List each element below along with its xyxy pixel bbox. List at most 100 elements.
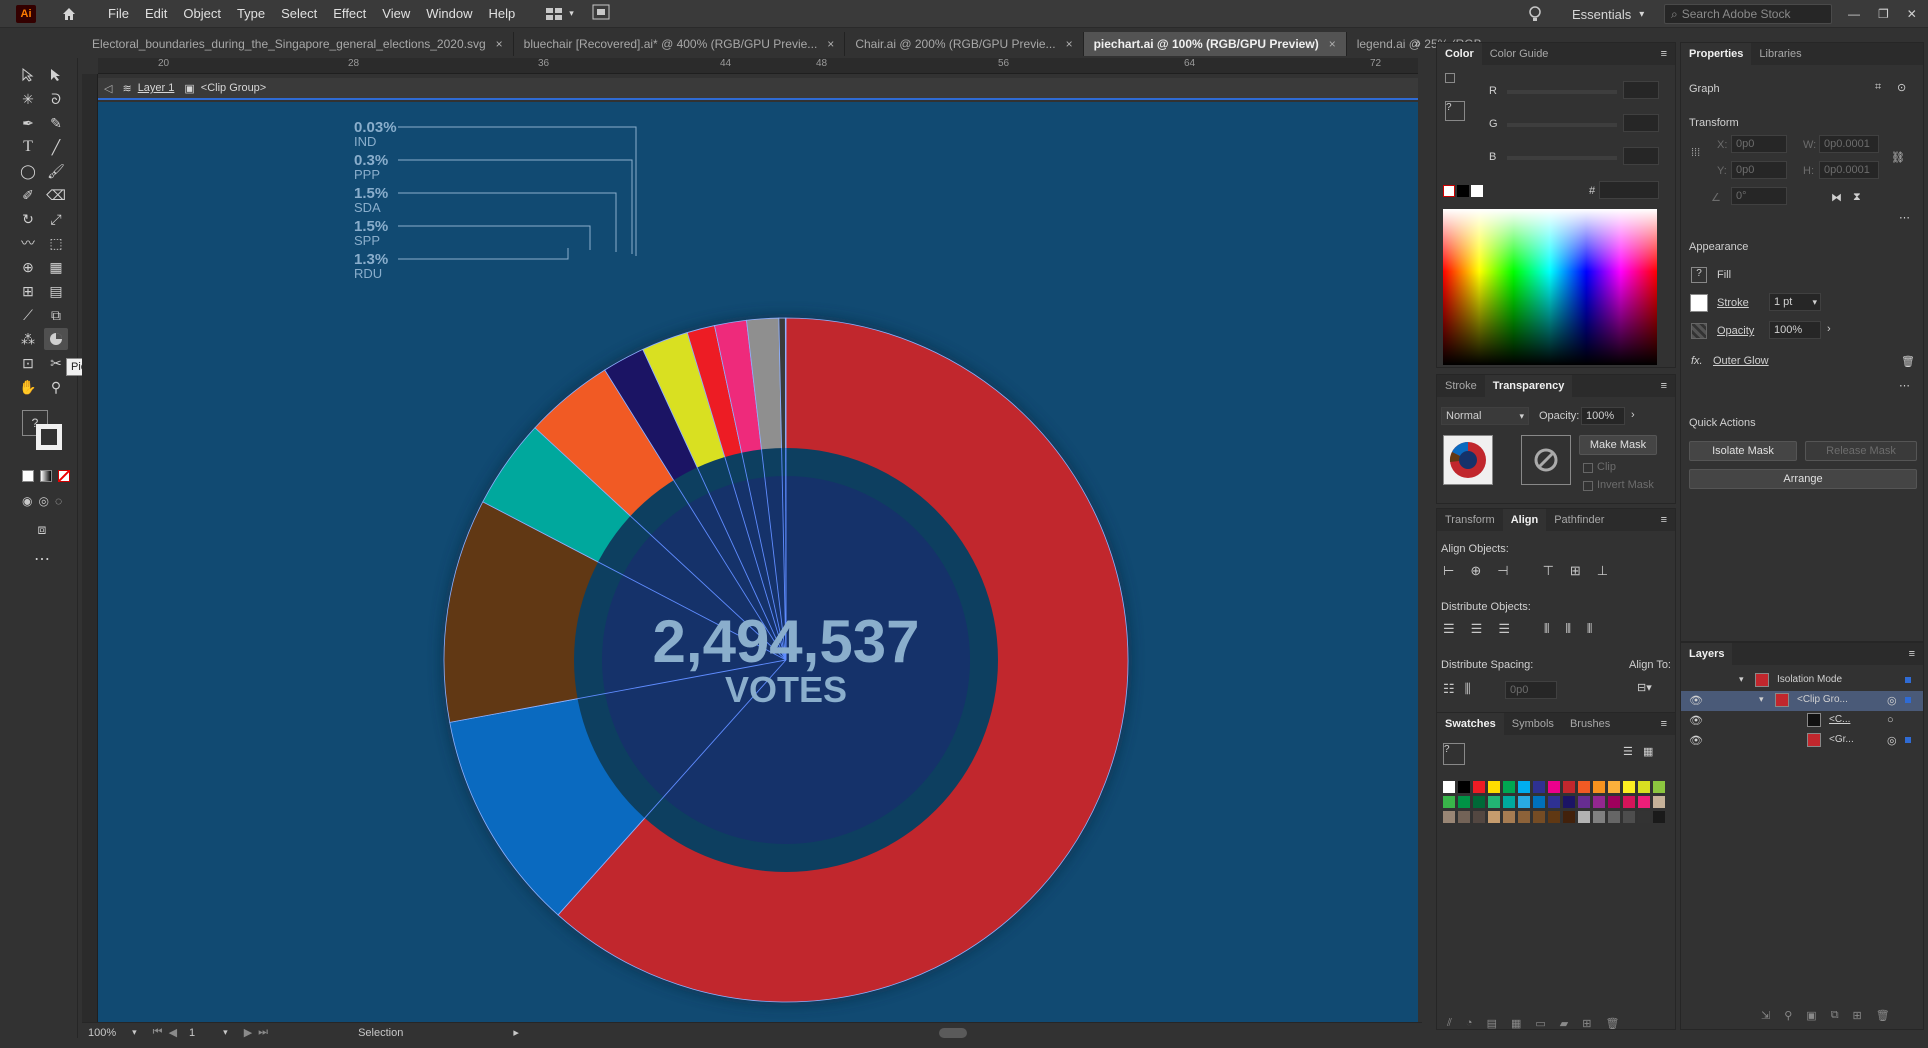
panel-menu-icon[interactable]: ≡ — [1660, 718, 1667, 730]
selection-indicator[interactable] — [1905, 697, 1911, 703]
color-swatch[interactable] — [1503, 781, 1515, 793]
menu-file[interactable]: File — [108, 6, 129, 21]
close-tab-icon[interactable]: × — [827, 37, 835, 51]
screen-mode-icon[interactable]: ⧈ — [37, 520, 47, 537]
tab-brushes[interactable]: Brushes — [1569, 718, 1611, 730]
warp-tool-icon[interactable]: 〰 — [21, 235, 35, 251]
r-value[interactable] — [1623, 81, 1659, 99]
list-view-icon[interactable]: ☰ — [1623, 746, 1633, 758]
breadcrumb-layer[interactable]: Layer 1 — [137, 82, 175, 94]
color-swatch[interactable] — [1488, 796, 1500, 808]
slice-tool-icon[interactable]: ✂ — [50, 354, 62, 371]
release-mask-button[interactable]: Release Mask — [1805, 441, 1917, 461]
visibility-eye-icon[interactable]: 👁 — [1689, 695, 1703, 707]
color-swatch[interactable] — [1518, 781, 1530, 793]
distribute-hspace-icon[interactable]: ⫼ — [1464, 681, 1471, 696]
edit-toolbar-icon[interactable]: ⋯ — [34, 551, 50, 568]
color-swatch[interactable] — [1488, 811, 1500, 823]
crop-icon[interactable]: ⌗ — [1875, 81, 1882, 93]
tab-pathfinder[interactable]: Pathfinder — [1554, 514, 1605, 526]
color-mode-icon[interactable] — [22, 470, 34, 482]
target-icon[interactable]: ◎ — [1887, 735, 1897, 747]
distribute-hcenter-icon[interactable]: ⫴ — [1565, 621, 1571, 636]
make-mask-button[interactable]: Make Mask — [1579, 435, 1657, 455]
blend-tool-icon[interactable]: ⧉ — [51, 306, 61, 323]
clip-checkbox[interactable] — [1583, 463, 1593, 473]
draw-behind-icon[interactable]: ◎ — [38, 494, 49, 508]
color-swatch[interactable] — [1458, 811, 1470, 823]
layer-row-clip-path[interactable]: 👁 <C... ○ — [1689, 713, 1894, 727]
home-icon[interactable] — [60, 5, 78, 23]
g-slider[interactable] — [1507, 123, 1617, 127]
menu-help[interactable]: Help — [488, 6, 516, 21]
tab-layers[interactable]: Layers — [1681, 643, 1733, 665]
stroke-icon[interactable] — [1690, 294, 1708, 312]
none-swatch[interactable] — [1443, 185, 1455, 197]
distribute-top-icon[interactable]: ☰ — [1443, 621, 1455, 636]
tab-swatches[interactable]: Swatches — [1437, 713, 1504, 735]
panel-menu-icon[interactable]: ≡ — [1660, 380, 1667, 392]
delete-effect-icon[interactable]: 🗑 — [1901, 356, 1915, 368]
selection-indicator[interactable] — [1905, 737, 1911, 743]
color-swatch[interactable] — [1653, 811, 1665, 823]
visibility-eye-icon[interactable]: 👁 — [1689, 715, 1703, 727]
status-arrow-icon[interactable]: ▸ — [513, 1027, 519, 1039]
layer-row-isolation[interactable]: ▾ Isolation Mode — [1681, 671, 1923, 691]
stroke-swatch[interactable] — [36, 424, 62, 450]
transparency-opacity[interactable]: 100% — [1581, 407, 1625, 425]
opacity-arrow-icon[interactable]: › — [1827, 323, 1831, 335]
curvature-tool-icon[interactable]: ✎ — [50, 114, 62, 131]
color-swatch[interactable] — [1623, 796, 1635, 808]
expand-icon[interactable]: ▾ — [1739, 674, 1744, 684]
next-artboard-icon[interactable]: ▶ — [243, 1027, 253, 1039]
stroke-weight-field[interactable]: 1 pt ▾ — [1769, 293, 1821, 311]
color-swatch[interactable] — [1503, 811, 1515, 823]
arrange-documents-icon[interactable]: ▾ — [545, 7, 574, 21]
fill-swatch[interactable]: ? — [22, 410, 48, 436]
align-top-icon[interactable]: ⊤ — [1542, 563, 1554, 578]
color-swatch[interactable] — [1563, 811, 1575, 823]
stroke-link[interactable]: Stroke — [1717, 297, 1749, 309]
color-swatch[interactable] — [1578, 811, 1590, 823]
zoom-level[interactable]: 100% — [88, 1026, 117, 1039]
distribute-left-icon[interactable]: ⫴ — [1543, 621, 1550, 636]
layer-row-clip-group[interactable]: 👁 ▾ <Clip Gro... ◎ — [1681, 691, 1923, 711]
zoom-dropdown-icon[interactable]: ▾ — [132, 1027, 137, 1037]
menu-effect[interactable]: Effect — [333, 6, 367, 21]
isolate-mask-button[interactable]: Isolate Mask — [1689, 441, 1797, 461]
b-slider[interactable] — [1507, 156, 1617, 160]
color-swatch[interactable] — [1593, 781, 1605, 793]
layer-row-graph[interactable]: 👁 <Gr... ◎ — [1681, 731, 1923, 751]
fill-icon[interactable]: ? — [1691, 267, 1707, 283]
object-thumbnail[interactable] — [1443, 435, 1493, 485]
color-swatch[interactable] — [1638, 811, 1650, 823]
blend-mode-select[interactable]: Normal ▾ — [1441, 407, 1529, 425]
more-appearance-icon[interactable]: ⋯ — [1899, 380, 1910, 392]
effect-outer-glow[interactable]: Outer Glow — [1713, 355, 1769, 367]
opacity-link[interactable]: Opacity — [1717, 325, 1755, 337]
color-swatch[interactable] — [1623, 811, 1635, 823]
color-swatch[interactable] — [1533, 811, 1545, 823]
color-swatch[interactable] — [1443, 781, 1455, 793]
reference-point-icon[interactable]: ⁞⁞⁞ — [1691, 147, 1701, 159]
expand-icon[interactable]: ▾ — [1759, 694, 1764, 704]
g-value[interactable] — [1623, 114, 1659, 132]
scale-tool-icon[interactable]: ⤢ — [50, 210, 62, 227]
panel-menu-icon[interactable]: ≡ — [1908, 648, 1915, 660]
tab-libraries[interactable]: Libraries — [1759, 48, 1802, 60]
first-artboard-icon[interactable]: ⏮ — [152, 1026, 163, 1038]
flip-horizontal-icon[interactable]: ⧓ — [1831, 192, 1842, 204]
export-icon[interactable]: ⇲ — [1761, 1010, 1771, 1022]
artboard-canvas[interactable]: 2,494,537 VOTES 0.03% IND 0.3% PPP 1.5% SDA 1.… — [98, 102, 1418, 1022]
visibility-eye-icon[interactable]: 👁 — [1689, 735, 1703, 747]
close-tab-icon[interactable]: × — [495, 37, 503, 51]
artboard-number[interactable]: 1 — [189, 1026, 196, 1039]
target-icon[interactable]: ○ — [1887, 714, 1894, 726]
distribute-vspace-icon[interactable]: ☷ — [1443, 681, 1455, 696]
color-swatch[interactable] — [1638, 781, 1650, 793]
black-swatch[interactable] — [1457, 185, 1469, 197]
tab-piechart[interactable]: piechart.ai @ 100% (RGB/GPU Preview) × — [1083, 32, 1347, 56]
tab-transparency[interactable]: Transparency — [1484, 375, 1573, 397]
color-swatch[interactable] — [1533, 781, 1545, 793]
invert-mask-checkbox[interactable] — [1583, 481, 1593, 491]
